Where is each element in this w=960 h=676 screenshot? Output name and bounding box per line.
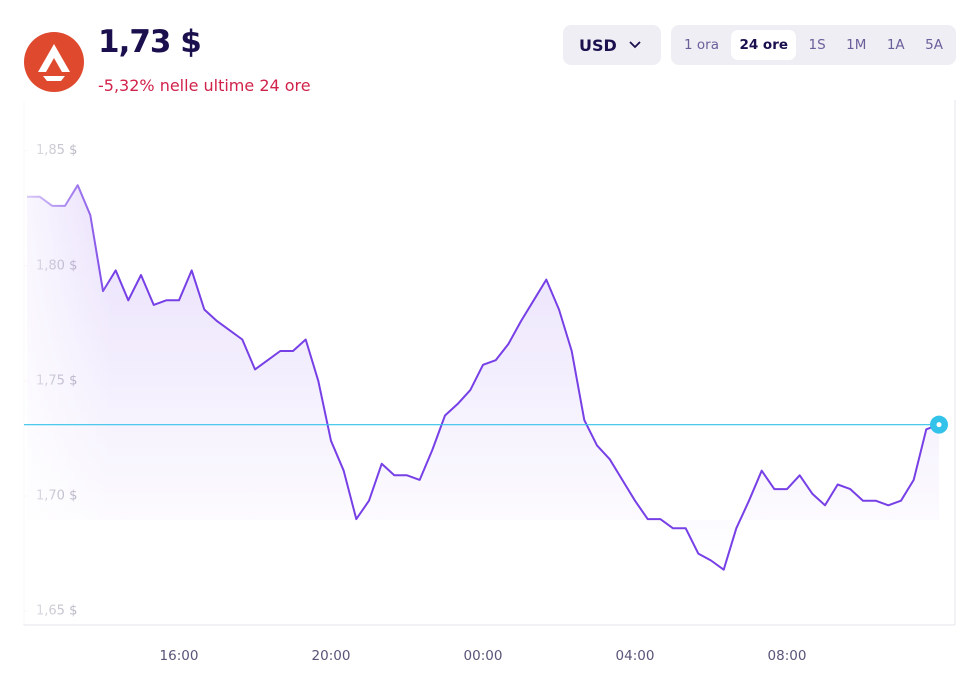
logo: [24, 32, 84, 92]
chevron: [629, 41, 641, 49]
x-tick-label: 04:00: [616, 648, 655, 664]
x-tick-label: 20:00: [312, 648, 351, 664]
range-button[interactable]: 1A: [886, 37, 905, 53]
price-change: -5,32% nelle ultime 24 ore: [98, 76, 311, 95]
x-tick-label: 16:00: [160, 648, 199, 664]
fade: [23, 100, 323, 624]
range-button[interactable]: 1M: [846, 37, 867, 53]
x-tick-label: 08:00: [768, 648, 807, 664]
range-button[interactable]: 5A: [925, 37, 943, 53]
range-button[interactable]: 24 ore: [731, 30, 797, 60]
x-tick-label: 00:00: [464, 648, 503, 664]
range-selector: 1 ora 24 ore 1S 1M 1A 5A: [671, 25, 956, 65]
currency-select[interactable]: USD: [563, 25, 661, 65]
range-button[interactable]: 1 ora: [684, 37, 719, 53]
currency: USD: [579, 35, 617, 55]
range-button[interactable]: 1S: [808, 37, 826, 53]
current-price-dot-inner: [936, 422, 942, 428]
price: 1,73 $: [98, 24, 202, 60]
